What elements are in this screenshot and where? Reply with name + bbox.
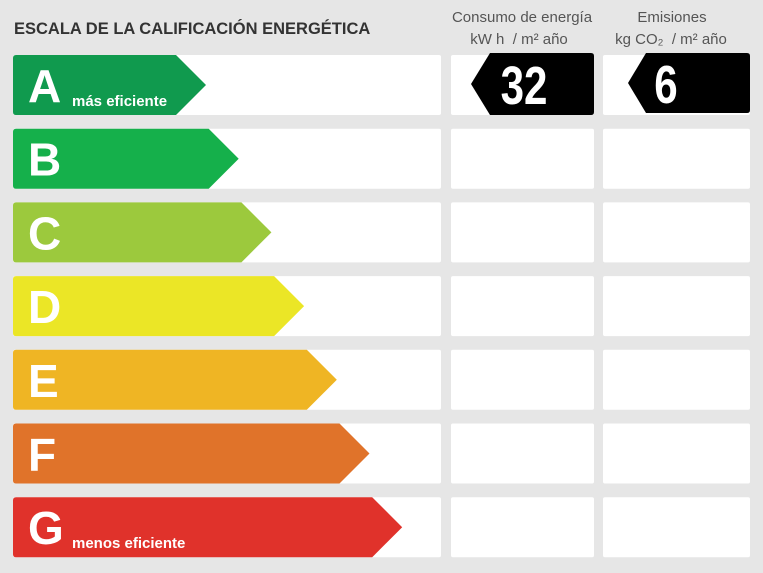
label-title: ESCALA DE LA CALIFICACIÓN ENERGÉTICA	[14, 19, 370, 38]
value-cell	[603, 202, 750, 263]
value-cell	[603, 349, 750, 410]
class-arrow	[13, 202, 272, 263]
class-letter: C	[28, 207, 61, 259]
value-cell	[451, 128, 594, 189]
class-note: más eficiente	[72, 93, 167, 110]
rating-marker	[471, 53, 594, 115]
class-letter: D	[28, 281, 61, 333]
class-arrow	[13, 349, 337, 410]
class-letter: B	[28, 134, 61, 186]
class-arrow	[13, 276, 305, 337]
value-cell	[451, 202, 594, 263]
class-letter: E	[28, 355, 59, 407]
column-title: Consumo de energía	[452, 9, 593, 26]
column-unit: kW h / m² año	[470, 31, 568, 48]
value-cell	[603, 276, 750, 337]
value-cell	[451, 423, 594, 484]
class-letter: F	[28, 429, 56, 481]
rating-marker	[628, 53, 750, 113]
class-note: menos eficiente	[72, 535, 185, 552]
value-cell	[451, 497, 594, 558]
class-arrow	[13, 55, 206, 115]
class-arrow	[13, 423, 370, 484]
column-title: Emisiones	[637, 9, 706, 26]
value-cell	[451, 349, 594, 410]
column-unit: kg CO₂ / m² año	[615, 31, 727, 48]
value-cell	[451, 276, 594, 337]
rating-value: 32	[501, 56, 548, 116]
value-cell	[603, 423, 750, 484]
class-letter: A	[28, 60, 61, 112]
value-cell	[603, 128, 750, 189]
class-letter: G	[28, 502, 64, 554]
class-arrow	[13, 497, 403, 558]
rating-value: 6	[654, 55, 677, 115]
value-cell	[603, 497, 750, 558]
class-arrow	[13, 128, 239, 189]
